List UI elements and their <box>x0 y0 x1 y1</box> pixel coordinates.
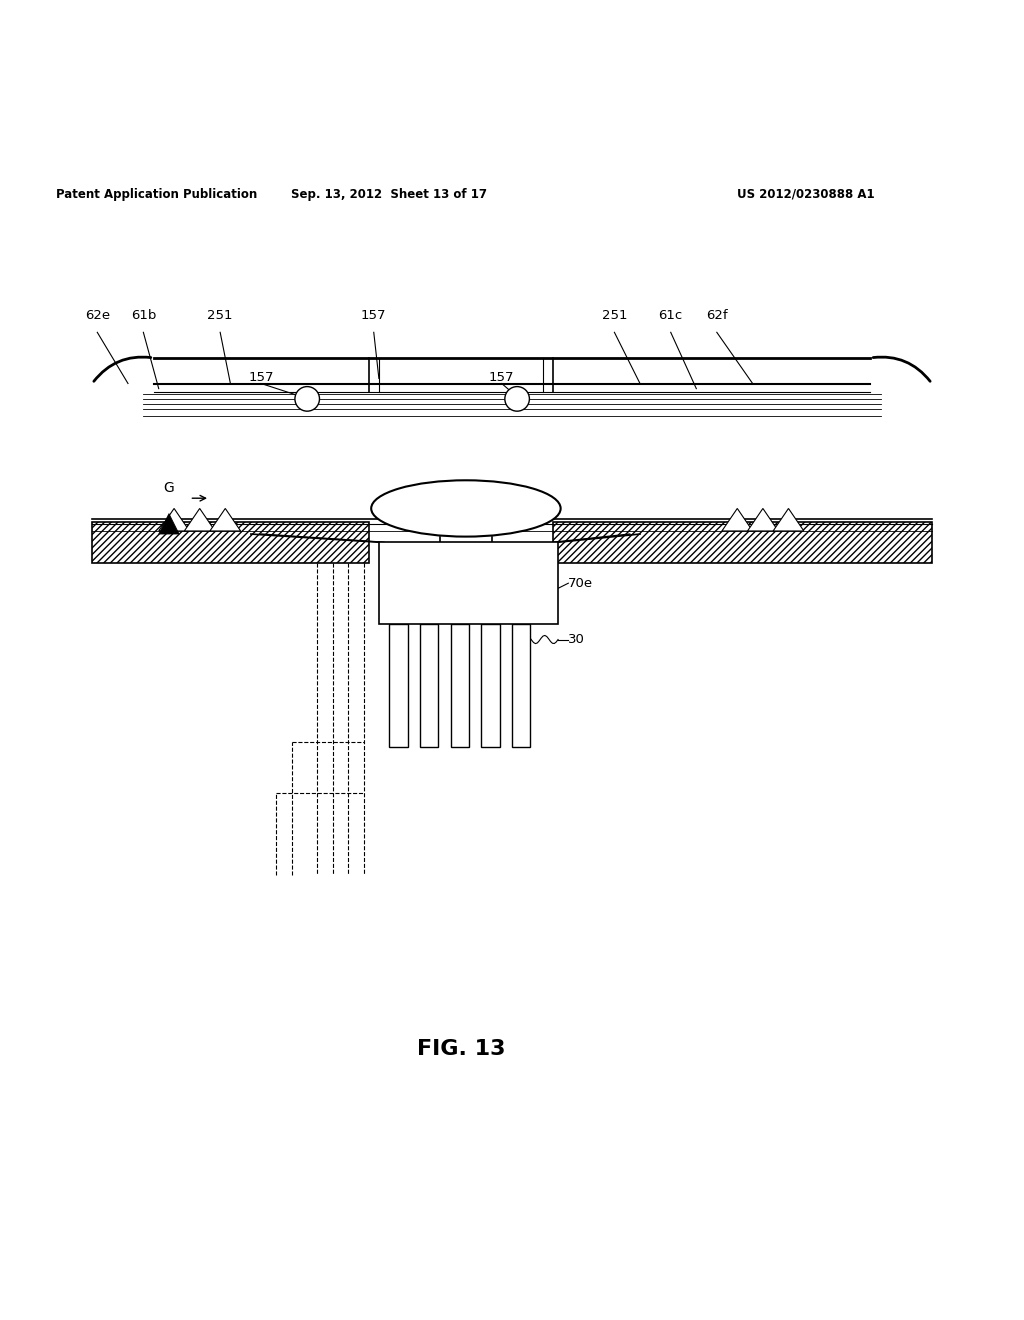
Polygon shape <box>159 513 179 535</box>
Ellipse shape <box>372 480 561 537</box>
Text: Patent Application Publication: Patent Application Publication <box>56 187 258 201</box>
Bar <box>512 624 530 747</box>
Bar <box>379 543 558 624</box>
Text: 157: 157 <box>361 309 386 322</box>
Text: FIG. 13: FIG. 13 <box>417 1039 505 1059</box>
Text: Sep. 13, 2012  Sheet 13 of 17: Sep. 13, 2012 Sheet 13 of 17 <box>291 187 487 201</box>
Polygon shape <box>184 508 215 531</box>
Bar <box>553 521 932 562</box>
Circle shape <box>505 387 529 411</box>
Polygon shape <box>159 508 189 531</box>
Bar <box>481 624 500 747</box>
Polygon shape <box>722 508 753 531</box>
Polygon shape <box>748 508 778 531</box>
Text: 251: 251 <box>208 309 232 322</box>
Text: 62e: 62e <box>85 309 110 322</box>
Text: 30: 30 <box>568 634 585 645</box>
Text: 61b: 61b <box>131 309 156 322</box>
Text: 62f: 62f <box>706 309 728 322</box>
Bar <box>420 624 438 747</box>
Text: 157: 157 <box>489 371 514 384</box>
Text: 157: 157 <box>249 371 273 384</box>
Bar <box>389 624 408 747</box>
Bar <box>451 624 469 747</box>
Text: 61c: 61c <box>658 309 683 322</box>
Text: G: G <box>164 480 174 495</box>
Text: 70e: 70e <box>568 577 594 590</box>
Text: US 2012/0230888 A1: US 2012/0230888 A1 <box>737 187 874 201</box>
Polygon shape <box>210 508 241 531</box>
Circle shape <box>295 387 319 411</box>
Bar <box>92 521 369 562</box>
Polygon shape <box>773 508 804 531</box>
Text: 251: 251 <box>602 309 627 322</box>
